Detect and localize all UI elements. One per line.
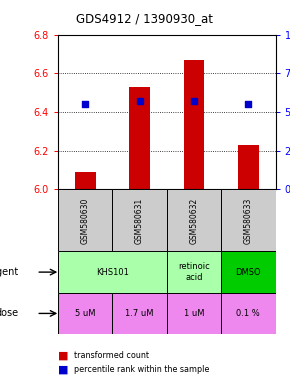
Bar xyxy=(221,252,276,293)
Point xyxy=(137,98,142,104)
Point xyxy=(246,101,251,108)
Bar xyxy=(58,252,167,293)
Text: 0.1 %: 0.1 % xyxy=(236,309,260,318)
Text: 5 uM: 5 uM xyxy=(75,309,95,318)
Bar xyxy=(58,293,113,334)
Text: KHS101: KHS101 xyxy=(96,268,129,276)
Text: agent: agent xyxy=(0,267,19,277)
Text: GSM580630: GSM580630 xyxy=(81,197,90,244)
Text: GSM580632: GSM580632 xyxy=(189,197,198,243)
Text: GDS4912 / 1390930_at: GDS4912 / 1390930_at xyxy=(77,12,213,25)
Text: retinoic
acid: retinoic acid xyxy=(178,262,210,282)
Bar xyxy=(58,189,113,252)
Bar xyxy=(129,87,150,189)
Bar xyxy=(221,293,276,334)
Text: dose: dose xyxy=(0,308,19,318)
Bar xyxy=(113,189,167,252)
Text: ■: ■ xyxy=(58,364,68,374)
Text: percentile rank within the sample: percentile rank within the sample xyxy=(74,365,209,374)
Point xyxy=(83,101,88,108)
Bar xyxy=(167,293,221,334)
Bar xyxy=(113,293,167,334)
Text: GSM580631: GSM580631 xyxy=(135,197,144,243)
Bar xyxy=(167,189,221,252)
Bar xyxy=(167,252,221,293)
Bar xyxy=(238,145,259,189)
Text: DMSO: DMSO xyxy=(235,268,261,276)
Text: transformed count: transformed count xyxy=(74,351,149,360)
Bar xyxy=(75,172,95,189)
Text: GSM580633: GSM580633 xyxy=(244,197,253,244)
Point xyxy=(192,98,196,104)
Text: 1 uM: 1 uM xyxy=(184,309,204,318)
Text: ■: ■ xyxy=(58,350,68,360)
Text: 1.7 uM: 1.7 uM xyxy=(125,309,154,318)
Bar xyxy=(184,60,204,189)
Bar xyxy=(221,189,276,252)
